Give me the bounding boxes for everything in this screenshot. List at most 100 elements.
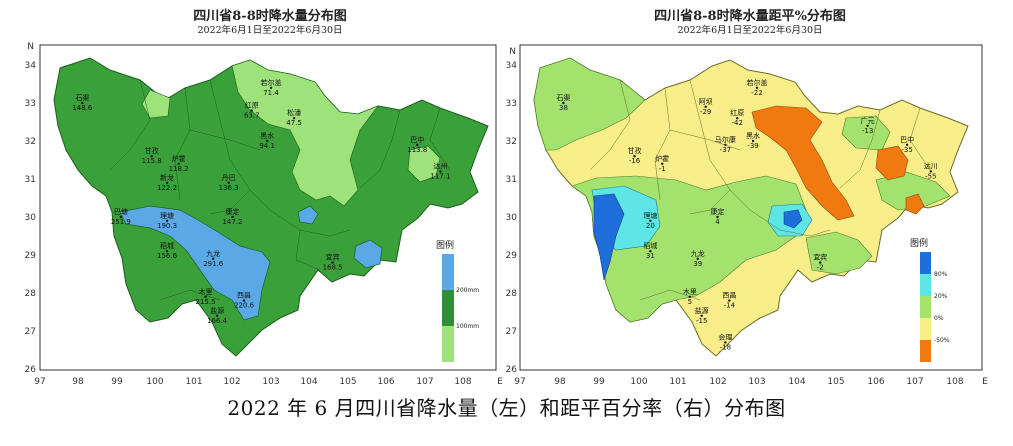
x-tick: 99 (593, 377, 605, 387)
x-tick: 103 (262, 377, 279, 387)
y-tick: 26 (25, 365, 37, 375)
station-value: -22 (751, 89, 762, 97)
x-tick: 97 (34, 377, 45, 387)
station-dot (119, 215, 123, 219)
station-value: -15 (696, 317, 707, 325)
station-value: -37 (720, 146, 731, 154)
x-tick: 105 (339, 377, 356, 387)
station-dot (700, 314, 703, 317)
x-tick: 102 (709, 377, 726, 387)
station-dot (150, 155, 153, 158)
station-name: 黑水 (260, 131, 274, 140)
right-county-lines (589, 79, 931, 301)
north-label: N (509, 47, 516, 57)
station-name: 巴中 (900, 135, 914, 144)
right-x-axis: 97 98 99 100 101 102 103 104 105 106 107… (514, 377, 988, 387)
station-name: 炉霍 (172, 154, 186, 163)
station-name: 稻城 (643, 241, 657, 250)
station-dot (905, 143, 909, 146)
station-name: 西昌 (722, 292, 736, 300)
station-name: 木里 (199, 287, 213, 296)
station-name: 西昌 (237, 292, 251, 300)
legend-swatch (920, 340, 931, 362)
y-tick: 28 (25, 289, 37, 299)
y-tick: 33 (25, 99, 36, 109)
y-tick: 33 (506, 99, 517, 109)
station-name: 若尔盖 (747, 78, 768, 87)
station-dot (649, 219, 652, 222)
y-tick: 29 (506, 251, 517, 261)
x-tick: 97 (514, 377, 525, 387)
right-very-high-anomaly-area (593, 193, 625, 281)
station-value: 113.8 (407, 146, 427, 154)
station-name: 理塘 (160, 211, 174, 220)
station-value: 156.6 (157, 252, 178, 260)
legend-label: 0% (934, 315, 944, 322)
station-dot (724, 341, 727, 344)
station-dot (269, 86, 273, 90)
station-name: 红原 (730, 108, 744, 117)
station-name: 马尔康 (715, 135, 736, 144)
y-tick: 32 (25, 137, 36, 147)
right-very-high-anomaly-area-2 (783, 209, 803, 229)
left-map-title: 四川省8-8时降水量分布图 (193, 8, 347, 24)
station-name: 石渠 (75, 93, 89, 102)
station-dot (212, 257, 215, 260)
x-tick: 100 (630, 377, 647, 387)
station-dot (292, 117, 296, 120)
y-tick: 34 (25, 61, 37, 71)
station-name: 会理 (718, 332, 732, 341)
left-heavy-precip-area (119, 205, 271, 321)
right-map-svg: 四川省8-8时降水量距平%分布图 2022年6月1日至2022年6月30日 97… (506, 8, 988, 387)
x-tick: 99 (111, 377, 123, 387)
station-dot (696, 257, 699, 260)
station-name: 达川 (924, 161, 938, 170)
station-name: 甘孜 (628, 146, 642, 155)
legend-swatch (442, 290, 454, 326)
station-name: 康定 (226, 207, 240, 216)
station-dot (242, 299, 246, 302)
station-value: -42 (732, 119, 743, 127)
right-map-title: 四川省8-8时降水量距平%分布图 (654, 8, 846, 24)
station-name: 理塘 (643, 211, 657, 220)
station-dot (165, 219, 169, 222)
right-low-anomaly-area-3 (905, 193, 925, 215)
station-name: 巴塘 (114, 207, 128, 216)
left-heavy-precip-area-3 (297, 205, 319, 225)
left-x-axis: 97 98 99 100 101 102 103 104 105 106 107… (34, 377, 503, 387)
station-dot (716, 215, 719, 219)
station-value: -29 (700, 108, 711, 116)
station-value: -2 (817, 264, 824, 272)
x-tick: 101 (185, 377, 202, 387)
right-map-subtitle: 2022年6月1日至2022年6月30日 (677, 24, 822, 36)
station-name: 盐源 (695, 306, 709, 315)
y-tick: 27 (25, 327, 36, 337)
left-heavy-precip-area-2 (353, 239, 383, 269)
legend-label: 100mm (456, 323, 479, 330)
station-name: 宜宾 (813, 253, 827, 262)
x-tick: 100 (146, 377, 163, 387)
station-value: 5 (688, 298, 692, 306)
station-dot (331, 261, 334, 264)
station-name: 丹巴 (222, 174, 236, 182)
y-tick: 30 (25, 213, 37, 223)
station-dot (736, 117, 739, 120)
station-dot (649, 250, 652, 253)
station-name: 木里 (683, 287, 697, 296)
left-map-svg: 四川省8-8时降水量分布图 2022年6月1日至2022年6月30日 97 98… (25, 8, 504, 387)
station-name: 达州 (433, 161, 447, 170)
legend-swatch (920, 296, 931, 318)
station-dot (562, 101, 565, 105)
station-name: 若尔盖 (261, 78, 282, 87)
station-name: 松潘 (287, 108, 301, 117)
left-low-precip-area-2 (407, 145, 441, 183)
station-name: 黑水 (746, 131, 760, 140)
station-dot (165, 250, 169, 253)
legend-swatch (442, 254, 454, 290)
station-value: -16 (629, 157, 641, 165)
right-positive-anomaly-area-3 (805, 231, 873, 275)
station-value: 122.2 (157, 184, 177, 192)
station-value: -39 (747, 142, 758, 150)
station-dot (724, 143, 727, 146)
station-dot (661, 162, 664, 165)
